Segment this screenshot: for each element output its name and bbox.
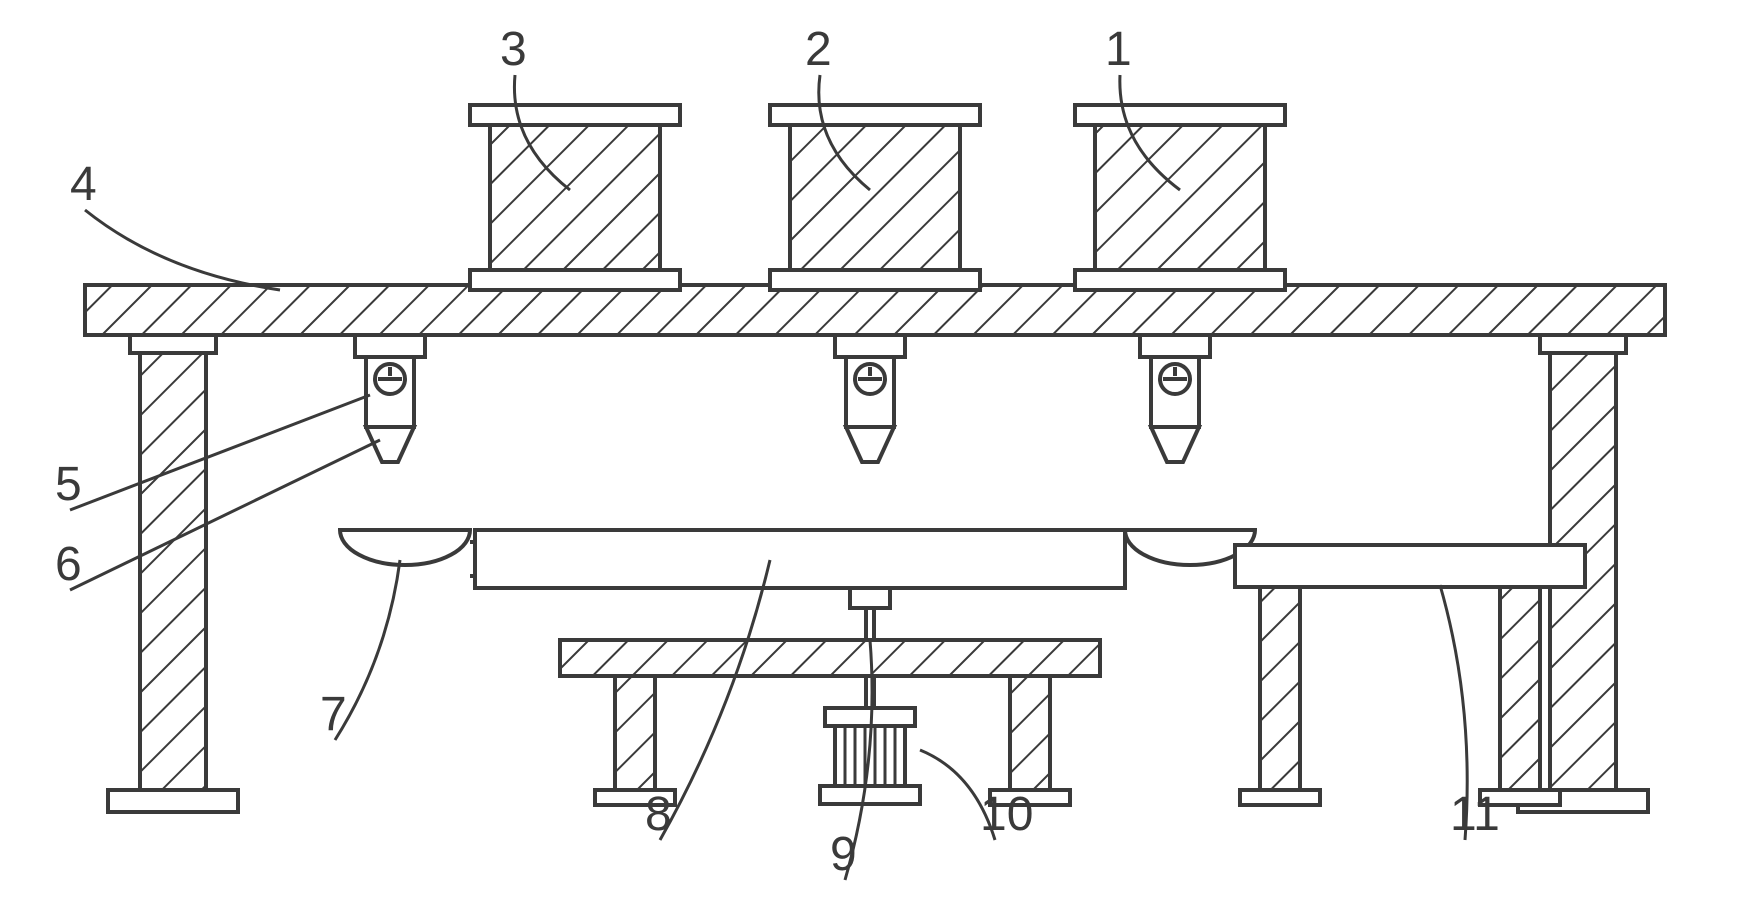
- leader-line: [70, 440, 380, 590]
- leg-foot: [108, 790, 238, 812]
- label-5: 5: [55, 458, 82, 511]
- inner-leg-foot: [1240, 790, 1320, 805]
- rotating-bar: [475, 530, 1125, 588]
- spool-lip-top: [1075, 105, 1285, 125]
- spool-lip-top: [470, 105, 680, 125]
- cup-left: [340, 530, 470, 565]
- motor-base: [820, 786, 920, 804]
- fixed-bar: [1235, 545, 1585, 587]
- nozzle-mount: [835, 335, 905, 357]
- spool-lip-bottom: [770, 270, 980, 290]
- label-9: 9: [830, 828, 857, 881]
- diagram-container: 1 2 3 4 5 6 7 8 9 10 11: [0, 0, 1740, 918]
- label-6: 6: [55, 538, 82, 591]
- label-7: 7: [320, 688, 347, 741]
- leg-collar: [130, 335, 216, 353]
- spindle-collar: [850, 588, 890, 608]
- label-2: 2: [805, 23, 832, 76]
- leader-line: [70, 395, 370, 510]
- nozzle-mount: [1140, 335, 1210, 357]
- label-10: 10: [980, 788, 1033, 841]
- spool-lip-bottom: [1075, 270, 1285, 290]
- label-11: 11: [1450, 788, 1500, 841]
- label-3: 3: [500, 23, 527, 76]
- leader-line: [85, 210, 280, 290]
- nozzle-mount: [355, 335, 425, 357]
- nozzle-tip: [846, 427, 894, 462]
- technical-diagram: 1 2 3 4 5 6 7 8 9 10 11: [0, 0, 1740, 913]
- label-8: 8: [645, 788, 672, 841]
- label-4: 4: [70, 158, 97, 211]
- leg-collar: [1540, 335, 1626, 353]
- nozzle-tip: [1151, 427, 1199, 462]
- spool-lip-bottom: [470, 270, 680, 290]
- label-1: 1: [1105, 23, 1132, 76]
- spool-lip-top: [770, 105, 980, 125]
